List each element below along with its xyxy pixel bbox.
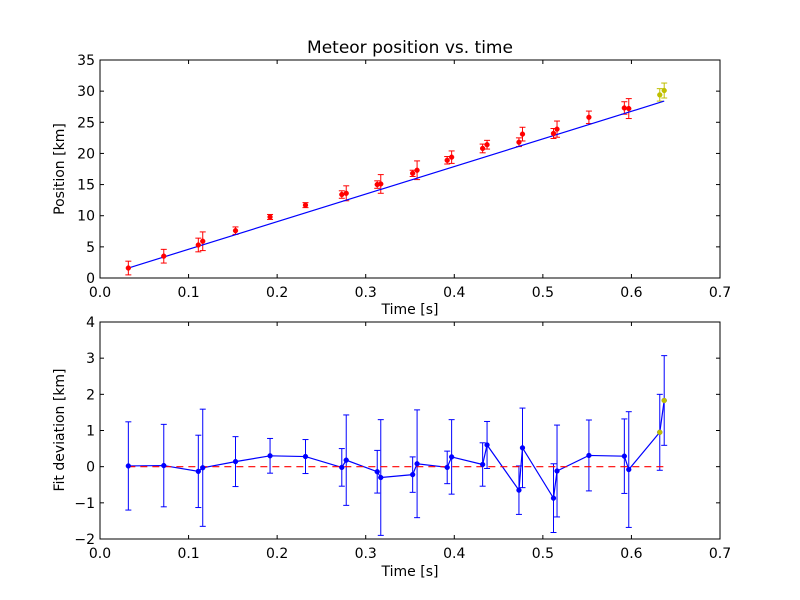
y-axis-label: Position [km] bbox=[52, 123, 68, 215]
chart-title: Meteor position vs. time bbox=[307, 38, 513, 58]
extra-residuals-point bbox=[657, 429, 663, 435]
x-axis-label: Time [s] bbox=[381, 564, 439, 580]
measurements-point bbox=[378, 181, 384, 187]
x-tick-label: 0.5 bbox=[532, 546, 554, 562]
residuals-point bbox=[414, 461, 420, 467]
extra-residuals-point bbox=[661, 397, 667, 404]
measurements-point bbox=[516, 139, 522, 145]
residuals-point bbox=[484, 442, 490, 448]
x-tick-label: 0.7 bbox=[709, 285, 731, 301]
x-tick-label: 0.2 bbox=[266, 285, 288, 301]
extra-measurements-point bbox=[661, 87, 667, 94]
y-axis-label: Fit deviation [km] bbox=[52, 368, 68, 491]
y-tick-label: 5 bbox=[86, 240, 95, 256]
position-chart: Meteor position vs. time 0.0 0.1 0.2 0.3 0.4… bbox=[52, 38, 731, 318]
residuals-point bbox=[516, 487, 522, 493]
measurements-point bbox=[586, 114, 592, 120]
measurements-point bbox=[125, 265, 131, 271]
y-tick-label: 0 bbox=[86, 271, 95, 287]
residuals-point bbox=[200, 465, 206, 471]
measurements-point bbox=[626, 105, 632, 112]
y-tick-label: 25 bbox=[77, 115, 95, 131]
deviation-chart: 0.0 0.1 0.2 0.3 0.4 0.5 0.6 0.7 −2 −1 0 1 2 3 4 Time [… bbox=[52, 315, 731, 580]
extra-measurements-point bbox=[657, 92, 663, 98]
residuals-point bbox=[550, 495, 557, 501]
x-tick-label: 0.4 bbox=[443, 546, 465, 562]
residuals-point bbox=[374, 469, 380, 475]
deviation-axes-frame bbox=[99, 321, 721, 540]
x-tick-label: 0.5 bbox=[532, 285, 554, 301]
x-tick-label: 0.7 bbox=[709, 546, 731, 562]
y-tick-label: 35 bbox=[77, 53, 95, 69]
residuals-point bbox=[479, 461, 486, 468]
x-tick-label: 0.1 bbox=[177, 285, 199, 301]
x-tick-label: 0.3 bbox=[355, 285, 377, 301]
residuals-point bbox=[626, 466, 632, 473]
residuals-line bbox=[128, 400, 665, 500]
y-tick-label: 0 bbox=[86, 460, 95, 476]
residuals-point bbox=[621, 453, 627, 459]
position-plot-area: 0.0 0.1 0.2 0.3 0.4 0.5 0.6 0.7 0 5 10 15 20 25 30 35 bbox=[77, 53, 731, 301]
measurements-point bbox=[414, 167, 420, 173]
measurements-point bbox=[448, 154, 455, 160]
residuals-point bbox=[554, 468, 560, 474]
x-tick-label: 0.4 bbox=[443, 285, 465, 301]
y-tick-label: −1 bbox=[74, 496, 95, 512]
y-tick-label: 4 bbox=[86, 315, 95, 331]
linear-fit-line bbox=[128, 100, 665, 269]
residuals-point bbox=[448, 454, 455, 460]
y-tick-label: 3 bbox=[86, 351, 95, 367]
x-tick-label: 0.0 bbox=[89, 285, 111, 301]
measurements-point bbox=[339, 191, 345, 198]
y-tick-label: 30 bbox=[77, 84, 95, 100]
measurements-point bbox=[410, 170, 416, 177]
x-tick-label: 0.3 bbox=[355, 546, 377, 562]
y-tick-label: 20 bbox=[77, 146, 95, 162]
measurements-point bbox=[621, 105, 627, 111]
y-tick-label: −2 bbox=[74, 532, 95, 548]
measurements-point bbox=[232, 228, 239, 234]
residuals-point bbox=[343, 457, 349, 463]
residuals-point bbox=[302, 453, 309, 460]
y-tick-label: 10 bbox=[77, 209, 95, 225]
residuals-point bbox=[378, 474, 384, 481]
residuals-point bbox=[410, 471, 416, 478]
x-tick-label: 0.6 bbox=[620, 546, 642, 562]
measurements-point bbox=[519, 131, 526, 137]
measurements-point bbox=[343, 190, 349, 196]
residuals-point bbox=[125, 463, 131, 469]
residuals-point bbox=[586, 452, 592, 459]
x-tick-label: 0.6 bbox=[620, 285, 642, 301]
measurements-point bbox=[267, 214, 273, 220]
residuals-point bbox=[519, 445, 526, 451]
measurements-point bbox=[161, 253, 167, 259]
x-tick-label: 0.1 bbox=[177, 546, 199, 562]
measurements-point bbox=[195, 242, 201, 248]
measurements-point bbox=[200, 238, 206, 244]
x-tick-label: 0.0 bbox=[89, 546, 111, 562]
residuals-point bbox=[339, 464, 345, 471]
deviation-plot-area: 0.0 0.1 0.2 0.3 0.4 0.5 0.6 0.7 −2 −1 0 1 2 3 4 bbox=[74, 315, 731, 562]
residuals-point bbox=[232, 458, 239, 465]
measurements-point bbox=[479, 145, 486, 152]
measurements-point bbox=[302, 202, 309, 208]
x-axis-label: Time [s] bbox=[381, 302, 439, 318]
x-tick-label: 0.2 bbox=[266, 546, 288, 562]
residuals-point bbox=[267, 453, 273, 459]
y-tick-label: 15 bbox=[77, 178, 95, 194]
measurements-point bbox=[444, 157, 450, 163]
y-tick-label: 2 bbox=[86, 387, 95, 403]
residuals-point bbox=[444, 464, 450, 471]
measurements-point bbox=[554, 126, 560, 132]
measurements-point bbox=[484, 142, 490, 148]
measurements-point bbox=[550, 130, 557, 137]
residuals-point bbox=[161, 462, 167, 469]
residuals-point bbox=[195, 468, 201, 475]
position-axes-frame bbox=[99, 59, 721, 279]
y-tick-label: 1 bbox=[86, 424, 95, 440]
